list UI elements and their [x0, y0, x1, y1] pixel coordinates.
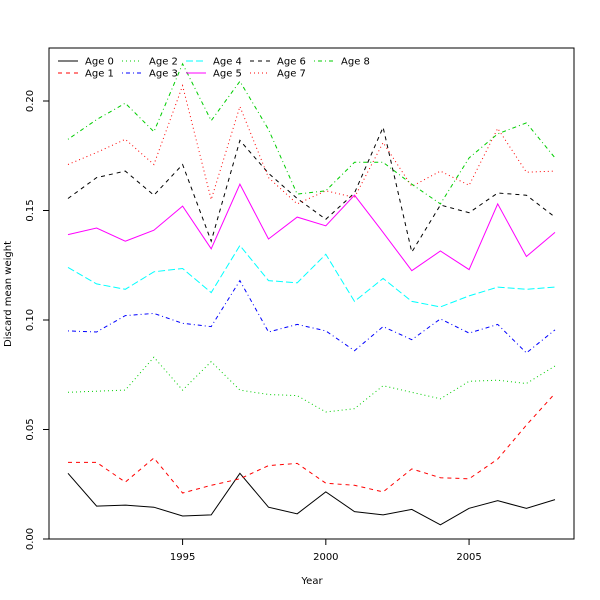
y-axis-title: Discard mean weight	[3, 241, 14, 347]
x-tick-label: 2005	[456, 552, 481, 563]
legend-label-age-7: Age 7	[277, 69, 306, 80]
x-tick-label: 2000	[313, 552, 338, 563]
y-axis: 0.00 0.05 0.10 0.15 0.20	[25, 90, 49, 550]
series-layer	[67, 62, 556, 526]
y-tick-label: 0.00	[25, 528, 36, 550]
series-line-age-4	[67, 244, 556, 308]
y-tick-label: 0.15	[25, 199, 36, 221]
x-axis: 1995 2000 2005	[170, 539, 482, 563]
legend-label-age-4: Age 4	[213, 57, 242, 68]
legend-label-age-1: Age 1	[85, 69, 114, 80]
y-tick-label: 0.10	[25, 309, 36, 331]
y-tick-label: 0.20	[25, 90, 36, 112]
series-line-age-1	[68, 393, 556, 494]
legend-label-age-0: Age 0	[85, 57, 114, 68]
series-line-age-0	[67, 472, 556, 526]
legend-label-age-8: Age 8	[341, 57, 370, 68]
series-line-age-5	[67, 183, 556, 272]
y-tick-label: 0.05	[25, 418, 36, 440]
legend-label-age-3: Age 3	[149, 69, 178, 80]
series-line-age-7	[67, 83, 556, 205]
x-axis-title: Year	[300, 576, 323, 587]
series-line-age-8	[67, 62, 556, 205]
x-tick-label: 1995	[170, 552, 195, 563]
legend-label-age-6: Age 6	[277, 57, 306, 68]
series-line-age-2	[67, 356, 556, 413]
legend-label-age-5: Age 5	[213, 69, 242, 80]
plot-frame	[48, 47, 575, 540]
legend-label-age-2: Age 2	[149, 57, 178, 68]
series-line-age-6	[67, 125, 556, 254]
